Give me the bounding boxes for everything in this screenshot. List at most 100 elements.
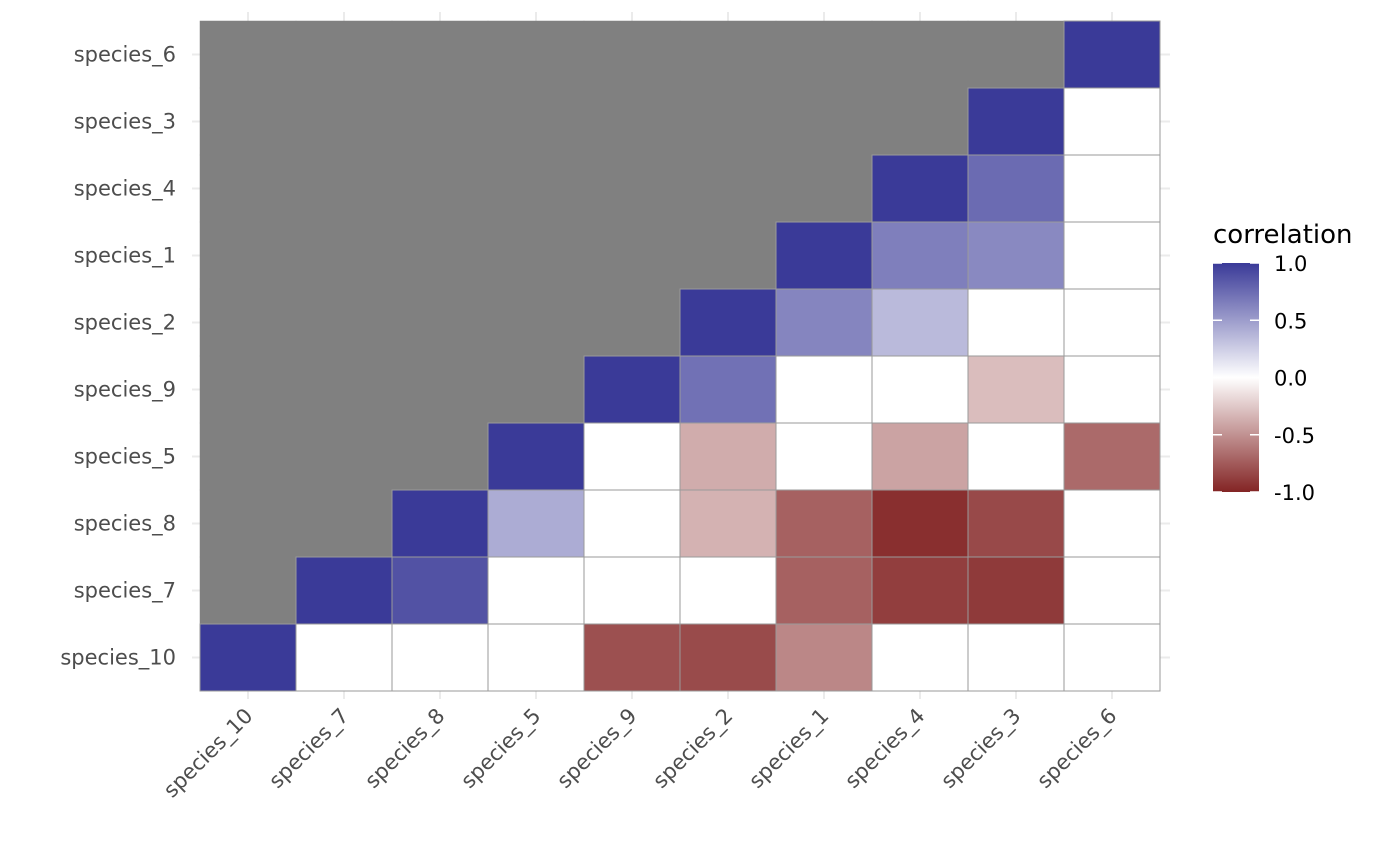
heatmap-cell: [487, 154, 585, 223]
heatmap-cell: [775, 355, 873, 424]
heatmap-cell: [199, 154, 297, 223]
heatmap-cell: [967, 87, 1065, 156]
heatmap-cell: [967, 221, 1065, 290]
legend-label: 0.5: [1274, 309, 1307, 333]
y-tick-label: species_9: [74, 378, 176, 403]
heatmap-cell: [871, 422, 969, 491]
heatmap-cell: [487, 288, 585, 357]
heatmap-cell: [967, 556, 1065, 625]
heatmap-cell: [679, 623, 777, 692]
legend-label: -0.5: [1274, 424, 1315, 448]
heatmap-cell: [871, 489, 969, 558]
heatmap-cell: [295, 20, 393, 89]
x-tick-label: species_7: [264, 704, 354, 794]
heatmap-cell: [391, 556, 489, 625]
heatmap-cell: [775, 154, 873, 223]
heatmap-cell: [199, 489, 297, 558]
heatmap-cell: [871, 154, 969, 223]
heatmap-cell: [775, 87, 873, 156]
heatmap-cell: [487, 489, 585, 558]
heatmap-cell: [391, 422, 489, 491]
heatmap-cell: [775, 489, 873, 558]
x-axis-tick-labels: species_10 species_7 species_8 species_5 spe…: [159, 704, 1122, 803]
heatmap-cell: [679, 221, 777, 290]
x-tick-label: species_5: [456, 704, 546, 794]
x-tick-label: species_10: [159, 704, 258, 803]
heatmap-cell: [775, 20, 873, 89]
heatmap-cell: [199, 422, 297, 491]
legend-label: 1.0: [1274, 252, 1307, 276]
y-tick-label: species_5: [74, 445, 176, 470]
heatmap-cell: [1063, 489, 1161, 558]
heatmap-cell: [967, 20, 1065, 89]
heatmap-cell: [391, 489, 489, 558]
heatmap-cell: [583, 20, 681, 89]
heatmap-cell: [583, 489, 681, 558]
heatmap-cell: [295, 422, 393, 491]
heatmap-cell: [199, 556, 297, 625]
heatmap-cell: [967, 489, 1065, 558]
heatmap-cell: [391, 288, 489, 357]
heatmap-cell: [391, 87, 489, 156]
heatmap-cell: [679, 20, 777, 89]
heatmap-cell: [199, 288, 297, 357]
heatmap-cell: [487, 87, 585, 156]
heatmap-cell: [583, 355, 681, 424]
heatmap-cell: [583, 556, 681, 625]
heatmap-cell: [1063, 422, 1161, 491]
y-tick-label: species_7: [74, 579, 176, 604]
x-tick-label: species_1: [744, 704, 834, 794]
heatmap-cell: [871, 355, 969, 424]
heatmap-cell: [967, 623, 1065, 692]
heatmap-cell: [391, 154, 489, 223]
y-tick-label: species_10: [60, 646, 176, 671]
heatmap-cell: [679, 489, 777, 558]
y-tick-label: species_3: [74, 110, 176, 135]
heatmap-cell: [487, 556, 585, 625]
heatmap-cell: [583, 623, 681, 692]
y-tick-label: species_4: [74, 177, 176, 202]
y-tick-label: species_8: [74, 512, 176, 537]
legend-title: correlation: [1213, 220, 1353, 250]
heatmap-cell: [583, 288, 681, 357]
heatmap-cell: [583, 422, 681, 491]
heatmap-cell: [391, 221, 489, 290]
heatmap-cell: [295, 355, 393, 424]
x-tick-label: species_9: [552, 704, 642, 794]
heatmap-cell: [295, 489, 393, 558]
heatmap-cell: [679, 87, 777, 156]
heatmap-cells: [199, 20, 1161, 692]
heatmap-cell: [679, 355, 777, 424]
heatmap-cell: [487, 422, 585, 491]
heatmap-cell: [199, 623, 297, 692]
heatmap-cell: [583, 221, 681, 290]
heatmap-cell: [1063, 87, 1161, 156]
y-tick-label: species_2: [74, 311, 176, 336]
heatmap-cell: [871, 288, 969, 357]
x-tick-label: species_8: [360, 704, 450, 794]
heatmap-cell: [295, 623, 393, 692]
heatmap-cell: [1063, 623, 1161, 692]
heatmap-cell: [775, 623, 873, 692]
heatmap-cell: [391, 355, 489, 424]
heatmap-cell: [679, 154, 777, 223]
heatmap-cell: [583, 154, 681, 223]
heatmap-cell: [1063, 556, 1161, 625]
heatmap-cell: [199, 20, 297, 89]
heatmap-cell: [295, 556, 393, 625]
heatmap-cell: [871, 87, 969, 156]
heatmap-cell: [679, 288, 777, 357]
y-tick-label: species_6: [74, 43, 176, 68]
heatmap-cell: [871, 20, 969, 89]
y-axis-tick-labels: species_10 species_7 species_8 species_5 spe…: [60, 43, 176, 671]
heatmap-cell: [775, 221, 873, 290]
legend: correlation 1.0 0.5 0.0 -0.5 -1.0: [1213, 220, 1353, 505]
heatmap-cell: [487, 20, 585, 89]
heatmap-cell: [775, 422, 873, 491]
heatmap-cell: [1063, 355, 1161, 424]
heatmap-cell: [775, 556, 873, 625]
heatmap-cell: [871, 623, 969, 692]
heatmap-cell: [295, 154, 393, 223]
heatmap-cell: [487, 221, 585, 290]
